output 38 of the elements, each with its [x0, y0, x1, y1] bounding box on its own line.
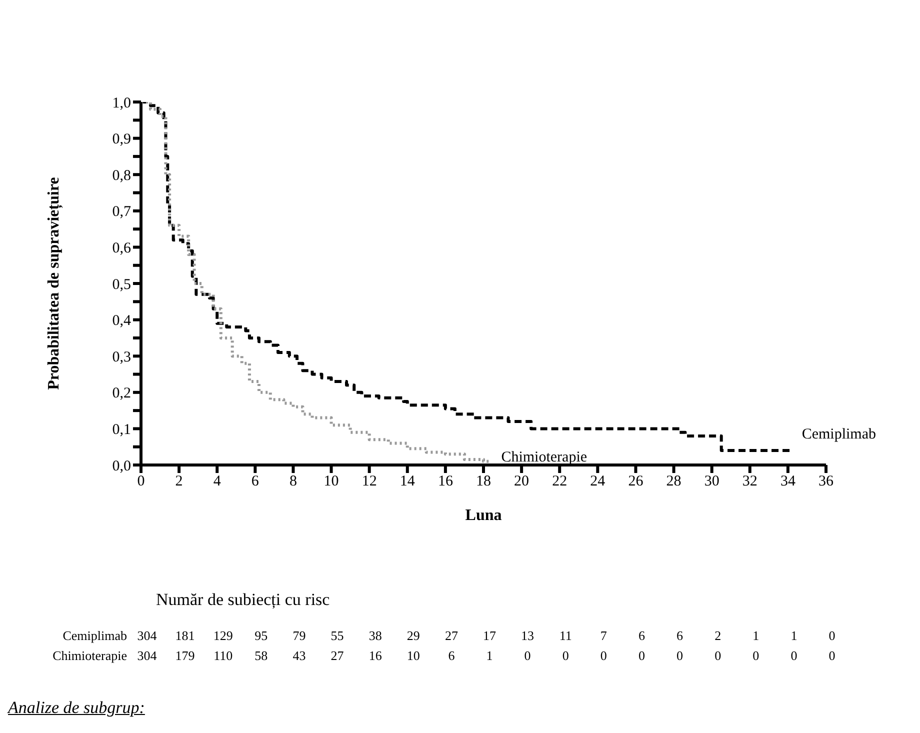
- y-tick-label: 0,3: [112, 349, 131, 366]
- series-label: Chimioterapie: [501, 450, 588, 466]
- text: Cemiplimab 304 181 129 95 79 55 38 29 27 17 13 11 7 6 6 2 1 1 0: [62, 628, 836, 643]
- y-tick-label: 0,2: [112, 386, 131, 402]
- x-tick-label: 34: [780, 474, 796, 490]
- x-tick-label: 12: [362, 474, 377, 490]
- y-tick-label: 0,8: [112, 168, 131, 184]
- x-tick-label: 8: [289, 474, 297, 490]
- x-tick-label: 14: [400, 474, 416, 490]
- y-tick-label: 0,7: [112, 204, 132, 220]
- y-axis-title: Probabilitatea de supraviețuire: [46, 177, 64, 390]
- text: Analize de subgrup:: [8, 698, 145, 718]
- x-tick-label: 16: [438, 474, 454, 490]
- x-axis-title: Luna: [465, 507, 502, 524]
- x-tick-label: 0: [137, 474, 145, 490]
- y-tick-label: 0,5: [112, 276, 131, 293]
- x-tick-label: 22: [552, 474, 568, 490]
- y-tick-label: 0,9: [112, 132, 131, 148]
- y-tick-label: 0,4: [112, 313, 132, 330]
- x-tick-label: 10: [324, 474, 339, 490]
- x-tick-label: 30: [704, 474, 720, 490]
- x-tick-label: 4: [213, 474, 222, 490]
- x-tick-label: 32: [742, 474, 758, 490]
- x-tick-label: 18: [476, 474, 491, 490]
- y-tick-label: 0,1: [112, 422, 131, 438]
- y-tick-label: 0,0: [112, 458, 131, 474]
- y-tick-label: 1,0: [112, 95, 131, 112]
- x-tick-label: 26: [628, 474, 644, 490]
- series-label: Cemiplimab: [802, 426, 876, 442]
- x-tick-label: 2: [175, 474, 183, 490]
- x-tick-label: 20: [514, 474, 530, 490]
- y-tick-label: 0,6: [112, 240, 132, 257]
- text: Număr de subiecți cu risc: [156, 590, 330, 610]
- x-tick-label: 6: [251, 474, 260, 490]
- x-tick-label: 24: [590, 474, 606, 490]
- x-tick-label: 28: [666, 474, 682, 490]
- text: Chimioterapie 304 179 110 58 43 27 16 10 6 1 0 0 0 0 0 0 0 0 0: [52, 648, 836, 663]
- x-tick-label: 36: [818, 474, 834, 490]
